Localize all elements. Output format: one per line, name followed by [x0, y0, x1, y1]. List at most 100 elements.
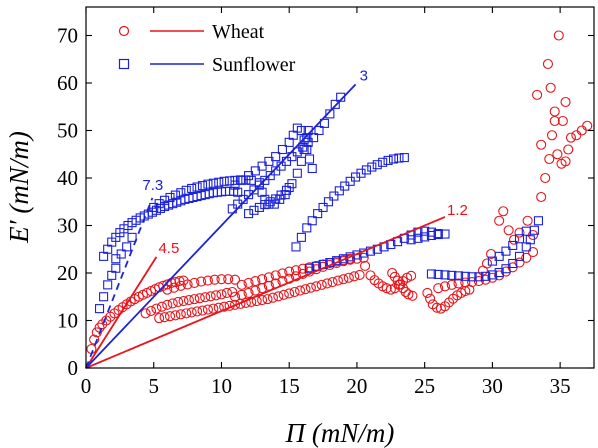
- point-sunflower: [264, 156, 274, 166]
- point-sunflower: [111, 263, 121, 273]
- point-sunflower: [494, 251, 504, 261]
- point-sunflower: [160, 195, 170, 205]
- point-wheat: [189, 294, 200, 305]
- y-axis-ticks: 0 10 20 30 40 50 60 70: [57, 24, 594, 380]
- x-tick-label: 35: [550, 374, 571, 398]
- point-wheat: [273, 291, 284, 302]
- point-wheat: [216, 289, 227, 300]
- point-wheat: [509, 234, 520, 245]
- point-sunflower: [533, 216, 544, 226]
- point-sunflower: [244, 171, 254, 181]
- point-sunflower: [111, 254, 121, 264]
- point-sunflower: [307, 216, 317, 226]
- point-sunflower: [521, 226, 531, 236]
- point-sunflower: [254, 202, 264, 212]
- point-sunflower: [304, 154, 315, 164]
- point-sunflower: [192, 182, 202, 192]
- point-wheat: [425, 293, 436, 304]
- point-sunflower: [453, 271, 464, 281]
- fit-line-4.5: [85, 256, 158, 369]
- point-sunflower: [296, 125, 306, 136]
- point-wheat: [145, 305, 157, 317]
- point-wheat: [322, 278, 333, 289]
- point-sunflower: [487, 256, 497, 266]
- point-sunflower: [501, 264, 511, 274]
- point-sunflower: [176, 188, 186, 198]
- point-wheat: [246, 296, 257, 308]
- point-sunflower: [394, 153, 404, 163]
- point-sunflower: [246, 175, 256, 185]
- point-wheat: [407, 290, 418, 301]
- point-wheat: [460, 277, 471, 288]
- point-wheat: [544, 153, 555, 165]
- point-wheat: [270, 270, 281, 281]
- point-sunflower: [230, 180, 240, 190]
- point-wheat: [189, 277, 200, 289]
- point-wheat: [250, 276, 261, 287]
- series-sunflower: [94, 92, 544, 314]
- y-tick-label: 40: [57, 166, 78, 190]
- point-wheat: [175, 280, 186, 291]
- legend-item-wheat: Wheat: [118, 21, 265, 43]
- point-wheat: [311, 281, 322, 292]
- point-sunflower: [330, 99, 340, 109]
- point-wheat: [227, 286, 238, 298]
- point-sunflower: [433, 229, 443, 240]
- point-sunflower: [302, 223, 312, 233]
- fit-line-labels: 4.5 1.2 7.3 3: [142, 67, 467, 256]
- point-wheat: [210, 290, 222, 301]
- point-sunflower: [299, 135, 309, 145]
- point-wheat: [140, 308, 151, 319]
- fit-lines: [85, 83, 446, 369]
- point-wheat: [173, 296, 184, 308]
- y-tick-label: 70: [57, 24, 78, 48]
- point-sunflower: [329, 191, 339, 201]
- point-wheat: [178, 295, 189, 307]
- point-sunflower: [319, 118, 329, 128]
- point-wheat: [560, 96, 571, 108]
- point-wheat: [209, 274, 220, 285]
- point-wheat: [223, 274, 234, 285]
- point-sunflower: [501, 246, 511, 256]
- point-sunflower: [413, 233, 423, 243]
- fit-line-label-3: 3: [360, 67, 368, 84]
- point-wheat: [582, 120, 593, 131]
- point-wheat: [162, 299, 173, 310]
- point-wheat: [151, 303, 162, 314]
- point-sunflower: [378, 157, 388, 167]
- point-sunflower: [244, 209, 254, 219]
- point-sunflower: [94, 304, 105, 314]
- point-wheat: [156, 301, 167, 312]
- point-sunflower: [154, 199, 164, 209]
- point-wheat: [181, 308, 192, 319]
- point-sunflower: [514, 234, 525, 244]
- point-sunflower: [219, 176, 229, 186]
- point-wheat: [202, 275, 213, 286]
- fit-line-3: [85, 83, 357, 369]
- point-sunflower: [292, 147, 302, 157]
- point-wheat: [563, 144, 574, 155]
- point-sunflower: [367, 162, 377, 172]
- point-sunflower: [406, 235, 416, 245]
- x-tick-label: 15: [279, 374, 300, 398]
- point-wheat: [200, 292, 211, 303]
- point-wheat: [514, 257, 525, 268]
- point-wheat: [514, 227, 525, 238]
- legend-marker-wheat: [118, 25, 130, 37]
- point-wheat: [316, 279, 327, 290]
- point-wheat: [205, 291, 216, 302]
- point-wheat: [208, 303, 219, 314]
- point-sunflower: [165, 192, 175, 203]
- point-wheat: [406, 270, 417, 281]
- point-wheat: [522, 215, 533, 226]
- point-sunflower: [230, 175, 240, 185]
- point-sunflower: [296, 156, 306, 166]
- point-sunflower: [244, 190, 254, 200]
- y-tick-label: 10: [57, 309, 78, 333]
- point-sunflower: [487, 270, 497, 280]
- point-sunflower: [257, 187, 267, 197]
- point-wheat: [503, 225, 514, 236]
- point-wheat: [216, 274, 227, 285]
- point-sunflower: [481, 271, 491, 281]
